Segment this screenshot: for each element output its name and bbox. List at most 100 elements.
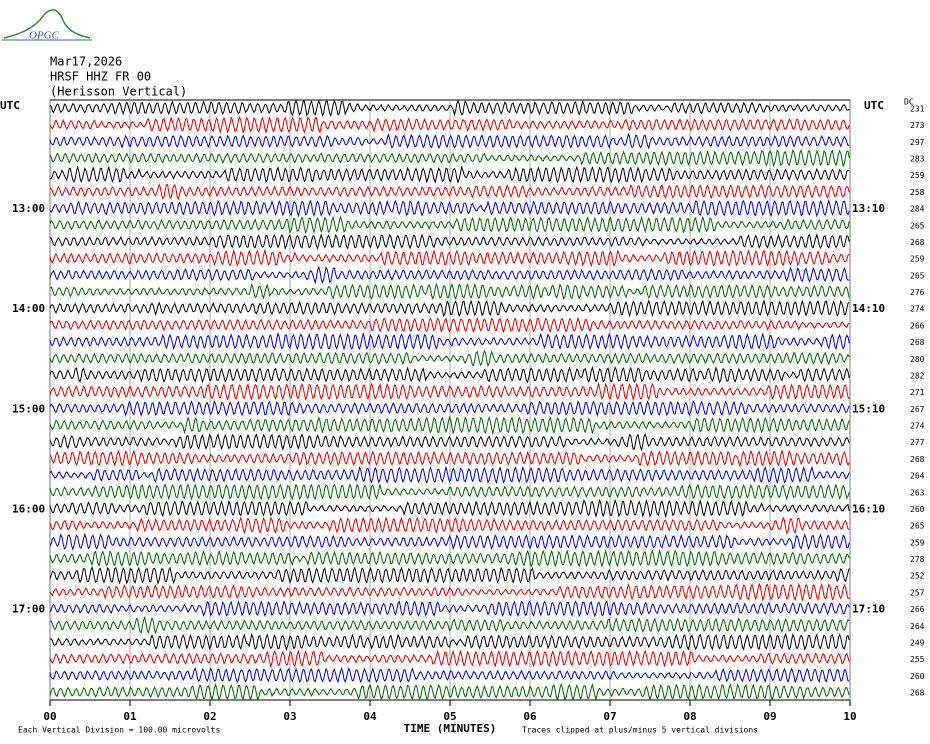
trace: [49, 115, 850, 134]
dc-offset: 231: [910, 105, 925, 114]
dc-offset: 259: [910, 255, 925, 264]
trace: [49, 666, 850, 684]
dc-offset: 263: [910, 488, 925, 497]
trace: [49, 215, 850, 234]
trace: [49, 415, 850, 436]
trace: [49, 248, 850, 268]
dc-offset: 283: [910, 155, 925, 164]
x-tick-label: 10: [843, 710, 856, 723]
dc-offset: 273: [910, 121, 925, 130]
dc-offset: 260: [910, 505, 925, 514]
logo-text: OPGC: [29, 30, 60, 42]
x-tick-label: 03: [283, 710, 296, 723]
dc-offset: 266: [910, 605, 925, 614]
dc-offset: 265: [910, 221, 925, 230]
x-tick-label: 05: [443, 710, 456, 723]
trace: [49, 148, 850, 168]
trace: [49, 482, 850, 501]
station: HRSF HHZ FR 00: [50, 70, 151, 84]
dc-offset: 266: [910, 321, 925, 330]
dc-offset: 282: [910, 371, 925, 380]
left-time-label: 15:00: [12, 402, 45, 415]
left-time-label: 16:00: [12, 502, 45, 515]
left-axis-title: UTC: [0, 99, 20, 112]
trace: [49, 282, 850, 301]
dc-offset: 265: [910, 271, 925, 280]
dc-offset: 267: [910, 405, 925, 414]
dc-offset: 259: [910, 171, 925, 180]
trace: [49, 448, 850, 468]
dc-offset: 280: [910, 355, 925, 364]
trace: [49, 331, 850, 351]
trace: [49, 682, 850, 702]
x-tick-label: 08: [683, 710, 696, 723]
clip-note: Traces clipped at plus/minus 5 vertical …: [522, 726, 758, 735]
left-time-label: 17:00: [12, 603, 45, 616]
trace: [49, 532, 850, 551]
logo: OPGC: [2, 9, 92, 42]
trace: [49, 400, 850, 418]
trace: [49, 316, 850, 334]
x-tick-label: 07: [603, 710, 616, 723]
dc-offset: 257: [910, 588, 925, 597]
x-tick-label: 00: [43, 710, 56, 723]
x-tick-label: 04: [363, 710, 377, 723]
x-axis-title: TIME (MINUTES): [404, 722, 497, 735]
left-time-label: 14:00: [12, 302, 45, 315]
dc-offset: 284: [910, 205, 925, 214]
x-tick-label: 06: [523, 710, 537, 723]
trace: [49, 566, 850, 586]
right-time-label: 14:10: [852, 302, 885, 315]
trace: [49, 382, 850, 401]
dc-offset: 249: [910, 638, 925, 647]
x-tick-label: 02: [203, 710, 216, 723]
trace: [49, 516, 850, 535]
trace: [49, 632, 850, 651]
trace: [49, 649, 850, 669]
dc-offset: 268: [910, 455, 925, 464]
trace: [49, 182, 850, 201]
x-tick-label: 01: [123, 710, 137, 723]
date: Mar17,2026: [50, 55, 122, 69]
trace: [49, 465, 850, 485]
trace: [49, 99, 850, 118]
dc-offset: 274: [910, 305, 925, 314]
trace: [49, 582, 850, 602]
trace: [49, 299, 850, 318]
dc-offset: 278: [910, 555, 925, 564]
dc-offset: 268: [910, 689, 925, 698]
dc-offset: 277: [910, 438, 925, 447]
right-time-label: 17:10: [852, 603, 885, 616]
scale-note: Each Vertical Division = 100.00 microvol…: [18, 726, 220, 735]
trace: [49, 198, 850, 218]
right-time-label: 16:10: [852, 502, 885, 515]
trace: [49, 233, 850, 250]
trace: [49, 265, 850, 285]
dc-offset: 271: [910, 388, 925, 397]
dc-offset: 274: [910, 422, 925, 431]
dc-offset: 276: [910, 288, 925, 297]
station-name: (Herisson Vertical): [50, 85, 187, 99]
dc-offset: 264: [910, 472, 925, 481]
trace: [49, 349, 850, 368]
dc-offset: 297: [910, 138, 925, 147]
trace: [49, 432, 850, 452]
trace: [49, 132, 850, 150]
dc-offset: 268: [910, 338, 925, 347]
trace: [49, 165, 850, 184]
trace: [49, 498, 850, 519]
x-tick-label: 09: [763, 710, 776, 723]
dc-offset: 268: [910, 238, 925, 247]
dc-offset: 258: [910, 188, 925, 197]
dc-offset: 260: [910, 672, 925, 681]
trace: [49, 600, 850, 618]
dc-offset: 265: [910, 522, 925, 531]
dc-offset: 259: [910, 538, 925, 547]
trace: [49, 615, 850, 635]
left-time-label: 13:00: [12, 202, 45, 215]
dc-offset: 264: [910, 622, 925, 631]
dc-offset: 252: [910, 572, 925, 581]
dc-offset: 255: [910, 655, 925, 664]
right-time-label: 13:10: [852, 202, 885, 215]
